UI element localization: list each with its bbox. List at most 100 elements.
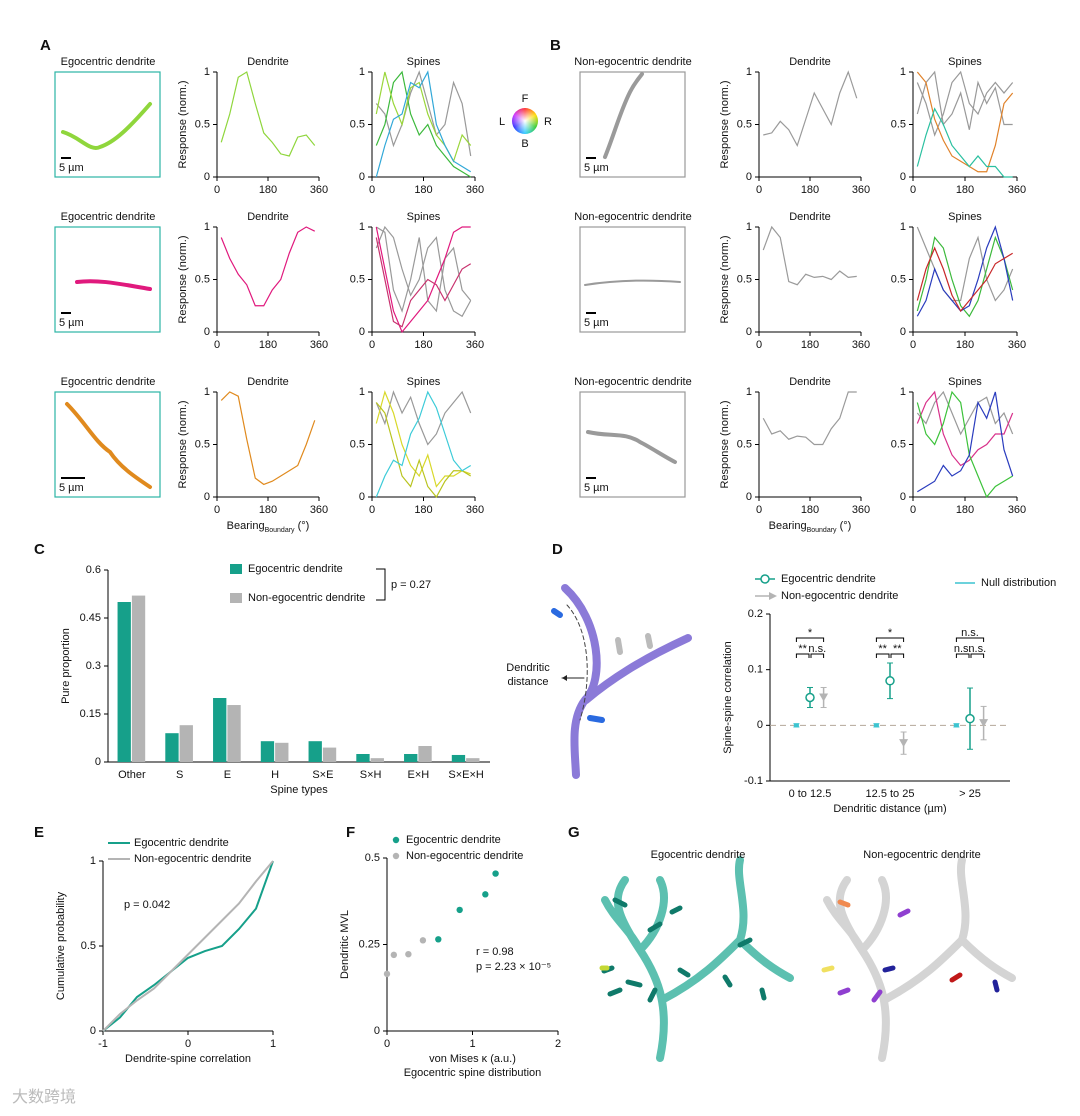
chart-title: Spines: [948, 211, 982, 223]
y-tick-label: 0.5: [195, 273, 210, 285]
panel-label: C: [34, 541, 45, 558]
x-tick-label: E: [224, 769, 231, 781]
bar: [131, 595, 146, 762]
x-tick-label: 0: [185, 1038, 191, 1050]
diagram-title: Non-egocentric dendrite: [863, 849, 980, 861]
y-tick-label: 1: [359, 66, 365, 78]
y-tick-label: 0: [900, 171, 906, 183]
x-tick-label: 360: [1008, 339, 1026, 351]
y-axis-label: Response (norm.): [177, 235, 189, 323]
line-series: [375, 390, 472, 498]
x-tick-label: 180: [414, 184, 432, 196]
y-tick-label: 1: [900, 66, 906, 78]
x-axis-label: Spine types: [270, 784, 328, 796]
point: [805, 692, 815, 703]
line-series: [375, 390, 471, 488]
sig-label: *: [888, 627, 893, 639]
line-series: [916, 225, 1014, 317]
sig-bracket: [795, 637, 825, 642]
annotation: p = 0.27: [391, 579, 431, 591]
y-tick-label: 1: [900, 221, 906, 233]
p-bracket: [376, 568, 386, 601]
y-axis-label: Spine-spine correlation: [722, 641, 734, 754]
panel-label: F: [346, 824, 355, 841]
dendrite-image: [65, 402, 152, 489]
x-tick-label: 180: [259, 504, 277, 516]
legend-label: Non-egocentric dendrite: [248, 592, 365, 604]
x-tick-label: Other: [118, 769, 146, 781]
y-tick-label: 1: [204, 66, 210, 78]
wheel-label: B: [521, 138, 528, 150]
x-axis-label: von Mises κ (a.u.): [429, 1053, 516, 1065]
sig-bracket: [955, 637, 985, 642]
point: [383, 970, 391, 978]
dendrite-diagram: [551, 584, 692, 779]
scale-label: 5 µm: [59, 162, 84, 174]
y-tick-label: 0: [746, 326, 752, 338]
bar: [213, 698, 227, 762]
x-tick-label: 360: [852, 339, 870, 351]
point: [419, 937, 427, 944]
x-tick-label: 360: [852, 184, 870, 196]
bar: [165, 733, 179, 762]
legend-label: Null distribution: [981, 577, 1056, 589]
point: [979, 719, 989, 728]
y-axis-label: Cumulative probability: [55, 891, 67, 1000]
watermark: 大数跨境: [12, 1087, 76, 1106]
annotation: p = 2.23 × 10⁻⁵: [476, 961, 551, 973]
annotation: p = 0.042: [124, 899, 170, 911]
line-series: [762, 225, 857, 286]
panel-label: E: [34, 824, 44, 841]
chart-title: Dendrite: [789, 211, 831, 223]
x-tick-label: H: [271, 769, 279, 781]
y-tick-label: 0: [359, 171, 365, 183]
x-axis-label: Dendrite-spine correlation: [125, 1053, 251, 1065]
x-tick-label: 0: [384, 1038, 390, 1050]
bar: [404, 754, 418, 762]
x-axis-label: BearingBoundary (°): [227, 520, 310, 534]
point: [819, 693, 829, 702]
bar: [418, 746, 432, 762]
line-series: [916, 390, 1013, 499]
x-tick-label: 0: [214, 504, 220, 516]
y-tick-label: 0.5: [195, 438, 210, 450]
image-title: Egocentric dendrite: [61, 376, 156, 388]
image-title: Non-egocentric dendrite: [574, 376, 691, 388]
x-tick-label: 1: [270, 1038, 276, 1050]
x-axis-label-unit: (°): [295, 520, 310, 532]
line-series: [916, 70, 1013, 130]
x-tick-label: > 25: [959, 788, 981, 800]
y-axis-label: Pure proportion: [60, 628, 72, 704]
scale-label: 5 µm: [584, 162, 609, 174]
image-frame: [54, 71, 161, 178]
x-tick-label: S×H: [360, 769, 382, 781]
legend-label: Non-egocentric dendrite: [781, 590, 898, 602]
point: [405, 950, 412, 958]
wheel-label: F: [522, 93, 529, 105]
x-axis-label-sub: Boundary: [807, 527, 837, 534]
point: [793, 723, 799, 727]
x-tick-label: 1: [469, 1038, 475, 1050]
sig-label: *: [808, 627, 813, 639]
line-series: [916, 70, 1014, 137]
x-tick-label: 360: [310, 339, 328, 351]
legend-label: Egocentric dendrite: [406, 834, 501, 846]
line-series: [375, 71, 472, 163]
y-tick-label: 1: [204, 386, 210, 398]
panel-label: D: [552, 541, 563, 558]
sig-label: n.s.: [954, 643, 972, 655]
x-axis-label-main: Bearing: [227, 520, 265, 532]
x-tick-label: 0: [756, 184, 762, 196]
x-tick-label: 12.5 to 25: [866, 788, 915, 800]
line-series: [763, 70, 858, 148]
legend-label: Egocentric dendrite: [134, 837, 229, 849]
y-axis-label: Dendritic MVL: [339, 910, 351, 979]
legend-label: Egocentric dendrite: [248, 563, 343, 575]
x-tick-label: 360: [852, 504, 870, 516]
y-tick-label: 0: [746, 491, 752, 503]
x-tick-label: 360: [466, 339, 484, 351]
y-tick-label: 0.2: [748, 608, 763, 620]
image-title: Egocentric dendrite: [61, 211, 156, 223]
x-tick-label: 180: [956, 339, 974, 351]
y-tick-label: 0: [204, 491, 210, 503]
